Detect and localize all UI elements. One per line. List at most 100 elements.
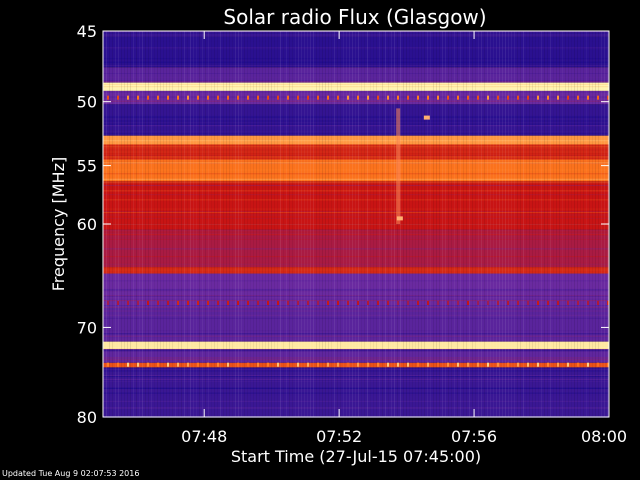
spectrogram-dash [607,362,609,367]
spectrogram-texture-line [103,218,609,220]
y-tick-label: 70 [77,318,97,337]
spectrogram-dash [477,95,479,100]
spectrogram-texture-line [103,370,609,372]
spectrogram-texture-column [331,31,332,417]
spectrogram-texture-column [160,31,161,417]
spectrogram-band [103,67,609,83]
spectrogram-band [103,31,609,37]
spectrogram-dash [317,301,319,306]
spectrogram-texture-column [184,31,185,417]
spectrogram-dash [277,95,279,100]
spectrogram-texture-column [190,31,191,417]
spectrogram-texture-column [349,31,350,417]
spectrogram-texture-line [103,400,609,402]
spectrogram-texture-line [103,387,609,389]
spectrogram-texture-column [223,31,224,417]
spectrogram-band [103,362,609,368]
spectrogram-texture-line [103,161,609,163]
spectrogram-texture-column [502,31,503,417]
spectrogram-texture-column [157,31,158,417]
spectrogram-texture-column [454,31,455,417]
spectrogram-texture-line [103,295,609,297]
spectrogram-texture-column [328,31,329,417]
spectrogram-texture-column [439,31,440,417]
spectrogram-texture-line [103,169,609,171]
spectrogram-texture-line [103,333,609,335]
spectrogram-texture-line [103,59,609,61]
spectrogram-texture-line [103,212,609,214]
spectrogram-dash [257,362,259,367]
spectrogram-dash [117,301,119,306]
spectrogram-dash [287,95,289,100]
spectrogram-texture-column [445,31,446,417]
y-tick-label: 50 [77,93,97,112]
spectrogram-texture-column [400,31,401,417]
spectrogram-texture-column [166,31,167,417]
spectrogram-texture-line [103,407,609,409]
spectrogram-band [103,104,609,136]
spectrogram-texture-line [103,380,609,382]
spectrogram-texture-column [598,31,599,417]
spectrogram-dash [407,95,409,100]
spectrogram-texture-column [487,31,488,417]
spectrogram-texture-line [103,233,609,235]
spectrogram-texture-line [103,90,609,92]
spectrogram-texture-line [103,64,609,66]
spectrogram-texture-column [247,31,248,417]
spectrogram-texture-column [115,31,116,417]
spectrogram-texture-column [460,31,461,417]
spectrogram-texture-line [103,387,609,389]
spectrogram-texture-column [277,31,278,417]
spectrogram-dash [217,95,219,100]
spectrogram-dash [567,95,569,100]
spectrogram-texture-line [103,184,609,186]
spectrogram-texture-column [130,31,131,417]
spectrogram-dash [597,301,599,306]
spectrogram-texture-column [112,31,113,417]
spectrogram-dash [347,362,349,367]
spectrogram-texture-line [103,223,609,225]
spectrogram-dash [587,301,589,306]
spectrogram-texture-column [313,31,314,417]
spectrogram-texture-column [172,31,173,417]
spectrogram-dash [267,95,269,100]
spectrogram-texture-column [163,31,164,417]
spectrogram-dash [417,95,419,100]
spectrogram-texture-column [523,31,524,417]
spectrogram-texture-line [103,31,609,33]
spectrogram-texture-column [475,31,476,417]
spectrogram-texture-column [148,31,149,417]
spectrogram-dash [357,301,359,306]
spectrogram-texture-column [568,31,569,417]
spectrogram-texture-column [256,31,257,417]
spectrogram-dash [497,301,499,306]
spectrogram-dash [187,95,189,100]
spectrogram-texture-line [103,57,609,59]
spectrogram-dash [327,95,329,100]
spectrogram-texture-column [199,31,200,417]
x-tick-label: 07:48 [181,427,227,446]
spectrogram-texture-column [334,31,335,417]
spectrogram-texture-column [451,31,452,417]
spectrogram-texture-column [139,31,140,417]
spectrogram-dash [537,95,539,100]
spectrogram-dash [117,95,119,100]
spectrogram-dash [317,95,319,100]
spectrogram-texture-column [433,31,434,417]
spectrogram-texture-column [418,31,419,417]
spectrogram-texture-column [556,31,557,417]
spectrogram-texture-line [103,156,609,158]
spectrogram-dash [157,362,159,367]
spectrogram-texture-line [103,46,609,48]
spectrogram-texture-line [103,61,609,63]
spectrogram-texture-column [187,31,188,417]
spectrogram-dash [197,95,199,100]
spectrogram-dash [387,95,389,100]
spectrogram-dash [597,95,599,100]
spectrogram-dash [587,95,589,100]
spectrogram-texture-column [142,31,143,417]
spectrogram-texture-column [376,31,377,417]
spectrogram-texture-line [103,181,609,183]
burst-streak [396,108,401,224]
